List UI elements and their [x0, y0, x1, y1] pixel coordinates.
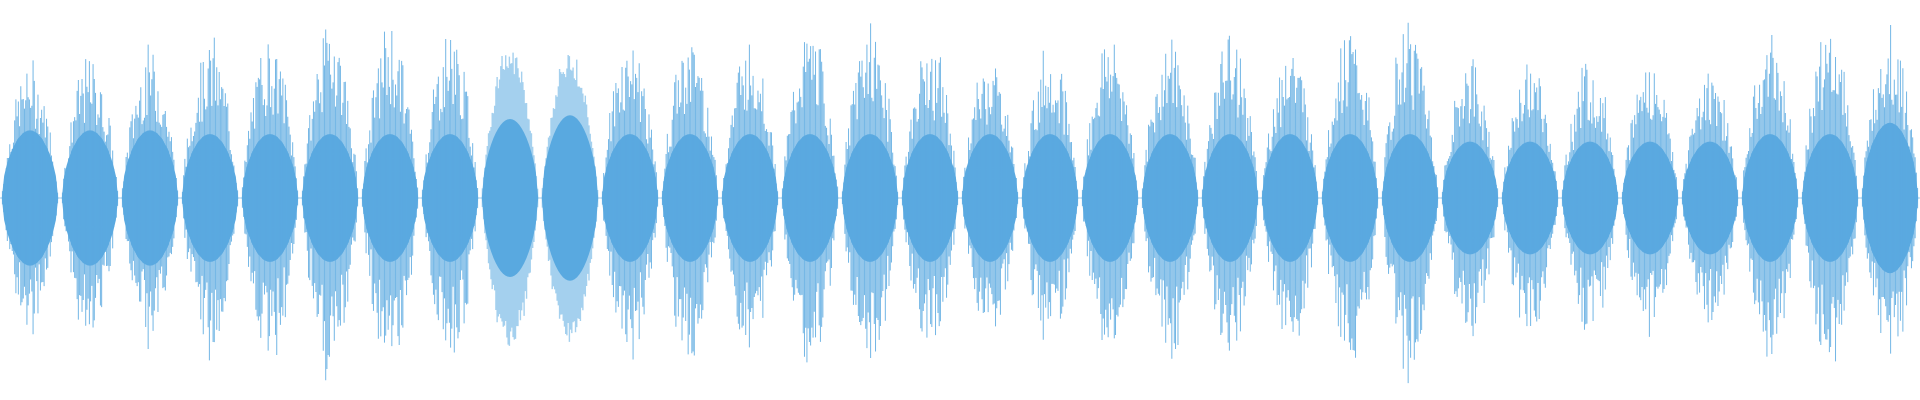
waveform-envelope: [1321, 36, 1379, 358]
waveform-segment: [1441, 59, 1499, 337]
waveform-segment: [661, 47, 719, 356]
waveform-segment: [1021, 50, 1079, 340]
waveform-envelope: [1141, 39, 1199, 359]
waveform-segment: [781, 42, 839, 363]
waveform-envelope: [1621, 72, 1679, 337]
waveform-segment: [1261, 57, 1319, 336]
waveform-segment: [721, 44, 779, 348]
waveform-segment: [361, 31, 419, 347]
waveform-segment: [121, 44, 179, 350]
waveform-segment: [601, 50, 659, 360]
waveform-segment: [1381, 22, 1439, 384]
waveform-segment: [1741, 35, 1799, 357]
waveform-envelope: [241, 44, 299, 356]
waveform-segment: [1, 60, 59, 335]
waveform-envelope: [1261, 57, 1319, 336]
waveform-segment: [61, 59, 119, 328]
waveform-segment: [1681, 73, 1739, 323]
waveform-segment: [1861, 24, 1919, 354]
waveform-envelope: [781, 42, 839, 363]
waveform-envelope: [961, 68, 1019, 327]
waveform-envelope: [1681, 73, 1739, 323]
waveform-envelope: [1201, 35, 1259, 351]
waveform-envelope: [1741, 35, 1799, 357]
waveform-segment: [841, 23, 899, 359]
waveform-envelope: [1021, 50, 1079, 340]
waveform-segment: [1621, 72, 1679, 337]
waveform-segment: [481, 52, 539, 346]
waveform-envelope: [1501, 64, 1559, 327]
waveform-envelope: [421, 39, 479, 353]
waveform-segment: [1561, 63, 1619, 330]
waveform-envelope: [1441, 59, 1499, 337]
waveform-segment: [1081, 44, 1139, 341]
waveform-segment: [1141, 39, 1199, 359]
waveform-segment: [181, 37, 239, 361]
waveform-segment: [1201, 35, 1259, 351]
waveform-envelope: [61, 59, 119, 328]
waveform-envelope: [481, 52, 539, 346]
waveform-envelope: [1081, 44, 1139, 341]
waveform-segment: [1801, 38, 1859, 362]
waveform-envelope: [121, 44, 179, 350]
waveform-envelope: [181, 37, 239, 361]
waveform-segment: [1501, 64, 1559, 327]
waveform-segment: [1321, 36, 1379, 358]
waveform-envelope: [601, 50, 659, 360]
waveform-envelope: [841, 23, 899, 359]
waveform-segment: [541, 55, 599, 342]
waveform-segment: [421, 39, 479, 353]
waveform-segment: [901, 57, 959, 338]
waveform-envelope: [661, 47, 719, 356]
waveform-segment: [241, 44, 299, 356]
waveform-envelope: [1561, 63, 1619, 330]
waveform-envelope: [1, 60, 59, 335]
waveform-envelope: [541, 55, 599, 342]
waveform-segment: [961, 68, 1019, 327]
waveform-envelope: [901, 57, 959, 338]
waveform-envelope: [721, 44, 779, 348]
waveform-envelope: [301, 29, 359, 381]
waveform-segment: [301, 29, 359, 381]
waveform-envelope: [1861, 24, 1919, 354]
waveform-envelope: [1381, 22, 1439, 384]
waveform-envelope: [1801, 38, 1859, 362]
waveform-envelope: [361, 31, 419, 347]
